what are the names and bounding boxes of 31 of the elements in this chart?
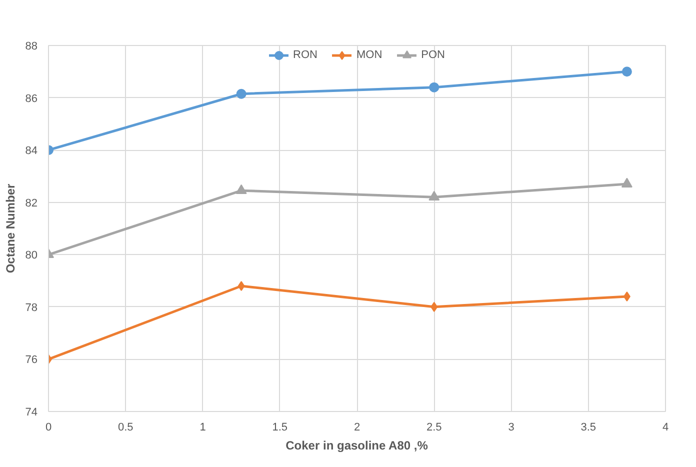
x-tick-label: 0: [45, 422, 52, 434]
x-tick-label: 4: [662, 422, 669, 434]
y-tick-label: 74: [25, 406, 38, 418]
y-tick-label: 82: [25, 197, 38, 210]
x-tick-label: 1.5: [272, 422, 288, 434]
x-tick-label: 3.5: [580, 422, 596, 434]
legend-label: PON: [421, 49, 445, 61]
point: [621, 178, 632, 188]
point: [430, 302, 438, 312]
y-tick-label: 84: [25, 145, 38, 158]
point: [429, 82, 440, 92]
x-tick-label: 1: [200, 422, 206, 434]
legend-label: MON: [356, 49, 382, 61]
point: [238, 281, 245, 292]
x-tick-label: 3: [508, 422, 514, 434]
y-tick-label: 78: [25, 302, 38, 314]
legend-label: RON: [293, 49, 318, 61]
point: [623, 291, 630, 302]
point: [428, 190, 440, 201]
x-axis-title: Coker in gasoline A80 ,%: [286, 438, 428, 452]
point: [236, 184, 247, 194]
point: [236, 88, 246, 99]
y-axis-title: Octane Number: [3, 183, 18, 274]
x-tick-label: 2.5: [426, 422, 442, 434]
y-tick-label: 80: [25, 250, 38, 262]
x-tick-label: 2: [354, 422, 360, 434]
y-tick-label: 88: [25, 40, 38, 52]
y-tick-label: 86: [25, 92, 38, 105]
point: [622, 66, 632, 77]
y-tick-label: 76: [25, 354, 38, 366]
x-tick-label: 0.5: [118, 422, 134, 434]
